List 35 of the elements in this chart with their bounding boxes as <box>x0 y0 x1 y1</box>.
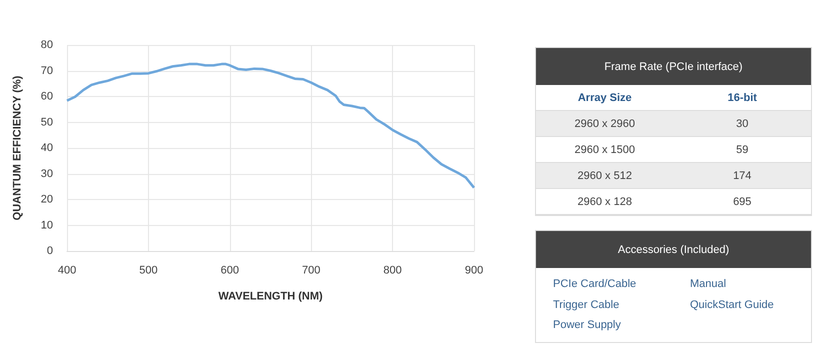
x-tick-label: 600 <box>220 264 239 276</box>
x-tick-label: 500 <box>139 264 158 276</box>
y-tick-label: 30 <box>40 168 53 180</box>
y-tick-label: 10 <box>40 219 53 232</box>
data-label: 174 <box>732 170 752 182</box>
category-label: 2960 x 1500 <box>573 144 636 156</box>
text: PCIe Card/Cable <box>553 277 638 292</box>
x-tick-label: 400 <box>58 264 76 276</box>
text: Power Supply <box>553 318 622 334</box>
data-label: 695 <box>732 196 752 208</box>
text: QuickStart Guide <box>690 298 775 313</box>
y-axis-title: QUANTUM EFFICIENCY (%) <box>12 75 24 220</box>
text: Manual <box>690 277 728 292</box>
text: Array Size <box>576 92 633 104</box>
y-tick-label: 40 <box>40 142 53 154</box>
x-tick-label: 900 <box>464 264 484 276</box>
text: Accessories (Included) <box>536 231 811 268</box>
y-tick-label: 70 <box>40 64 53 77</box>
data-label: 59 <box>735 144 750 156</box>
y-tick-label: 60 <box>40 90 53 102</box>
y-tick-label: 20 <box>40 194 53 206</box>
y-tick-label: 80 <box>40 39 53 51</box>
y-tick-label: 50 <box>40 116 53 128</box>
x-axis-title: WAVELENGTH (NM) <box>218 290 323 302</box>
text: Frame Rate (PCIe interface) <box>536 48 811 85</box>
category-label: 2960 x 512 <box>576 170 633 182</box>
line-series <box>66 62 476 189</box>
y-tick-label: 0 <box>46 245 53 257</box>
series-label: 16-bit <box>726 92 758 104</box>
category-label: 2960 x 128 <box>576 196 633 208</box>
category-label: 2960 x 2960 <box>573 118 636 130</box>
x-tick-label: 800 <box>383 264 402 276</box>
text: Trigger Cable <box>553 298 620 313</box>
data-label: 30 <box>735 118 750 130</box>
x-tick-label: 700 <box>302 264 320 276</box>
